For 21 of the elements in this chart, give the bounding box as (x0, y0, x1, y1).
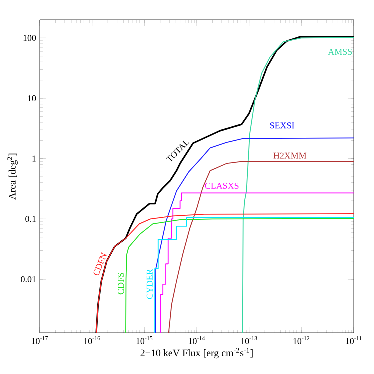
y-tick-label: 0.01 (21, 276, 36, 283)
x-tick-label: 10$^{-11}$ (346, 336, 362, 344)
y-axis-title: Area [deg$^{2}$] (8, 154, 18, 200)
y-tick-label: 100 (24, 35, 36, 42)
y-tick-label: 10 (28, 95, 36, 102)
x-tick-label: 10$^{-14}$ (189, 336, 206, 344)
series-label: CLASXS (205, 182, 239, 190)
y-tick-label: 1 (32, 156, 36, 162)
text: CDFS (118, 273, 124, 295)
series-label: H2XMM (274, 152, 307, 159)
x-tick-label: 10$^{-16}$ (84, 336, 100, 344)
series-label: AMSS (328, 49, 352, 56)
x-tick-label: 10$^{-15}$ (136, 336, 153, 344)
x-tick-label: 10$^{-17}$ (32, 336, 48, 344)
x-tick-label: 10$^{-13}$ (241, 336, 258, 344)
x-axis-title: 2−10 keV Flux [erg cm$^{-2}$s$^{-1}$] (140, 348, 253, 359)
series-label: SEXSI (270, 122, 294, 129)
x-tick-label: 10$^{-12}$ (294, 336, 310, 344)
text: CDFN (94, 252, 107, 276)
text: CYDER (146, 269, 153, 300)
y-tick-label: 0.1 (26, 216, 36, 222)
